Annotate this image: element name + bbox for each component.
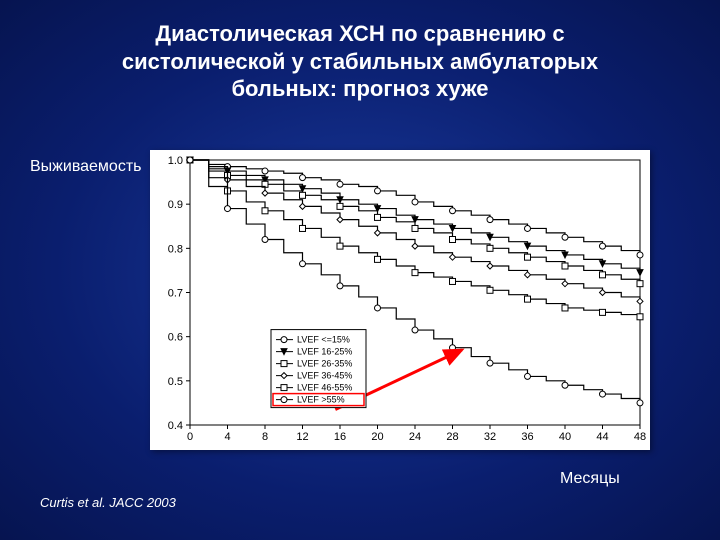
title-line-3: больных: прогноз хуже [40,75,680,103]
svg-text:0.8: 0.8 [168,243,183,255]
svg-text:LVEF >55%: LVEF >55% [297,395,345,405]
svg-text:12: 12 [296,431,308,443]
svg-text:LVEF 36-45%: LVEF 36-45% [297,371,352,381]
svg-text:8: 8 [262,431,268,443]
svg-text:36: 36 [521,431,533,443]
title-line-1: Диастолическая ХСН по сравнению с [40,20,680,48]
survival-chart: 0.40.50.60.70.80.91.00481216202428323640… [150,150,650,450]
citation-text: Curtis et al. JACC 2003 [40,495,176,510]
svg-text:32: 32 [484,431,496,443]
svg-text:0.9: 0.9 [168,199,183,211]
y-axis-label: Выживаемость [30,158,142,176]
svg-text:0.4: 0.4 [168,420,183,432]
svg-text:28: 28 [446,431,458,443]
svg-text:24: 24 [409,431,421,443]
svg-text:40: 40 [559,431,571,443]
svg-text:44: 44 [596,431,608,443]
svg-text:LVEF 26-35%: LVEF 26-35% [297,359,352,369]
svg-text:4: 4 [224,431,230,443]
svg-text:LVEF 16-25%: LVEF 16-25% [297,347,352,357]
title-line-2: систолической у стабильных амбулаторых [40,48,680,76]
svg-text:20: 20 [371,431,383,443]
svg-text:0.6: 0.6 [168,332,183,344]
slide-title: Диастолическая ХСН по сравнению с систол… [0,0,720,103]
svg-text:0.7: 0.7 [168,288,183,300]
svg-text:1.0: 1.0 [168,155,183,167]
x-axis-label: Месяцы [560,470,620,488]
svg-text:16: 16 [334,431,346,443]
svg-text:LVEF 46-55%: LVEF 46-55% [297,383,352,393]
chart-svg: 0.40.50.60.70.80.91.00481216202428323640… [150,150,650,450]
svg-text:48: 48 [634,431,646,443]
svg-text:0: 0 [187,431,193,443]
svg-text:0.5: 0.5 [168,376,183,388]
svg-text:LVEF <=15%: LVEF <=15% [297,335,350,345]
